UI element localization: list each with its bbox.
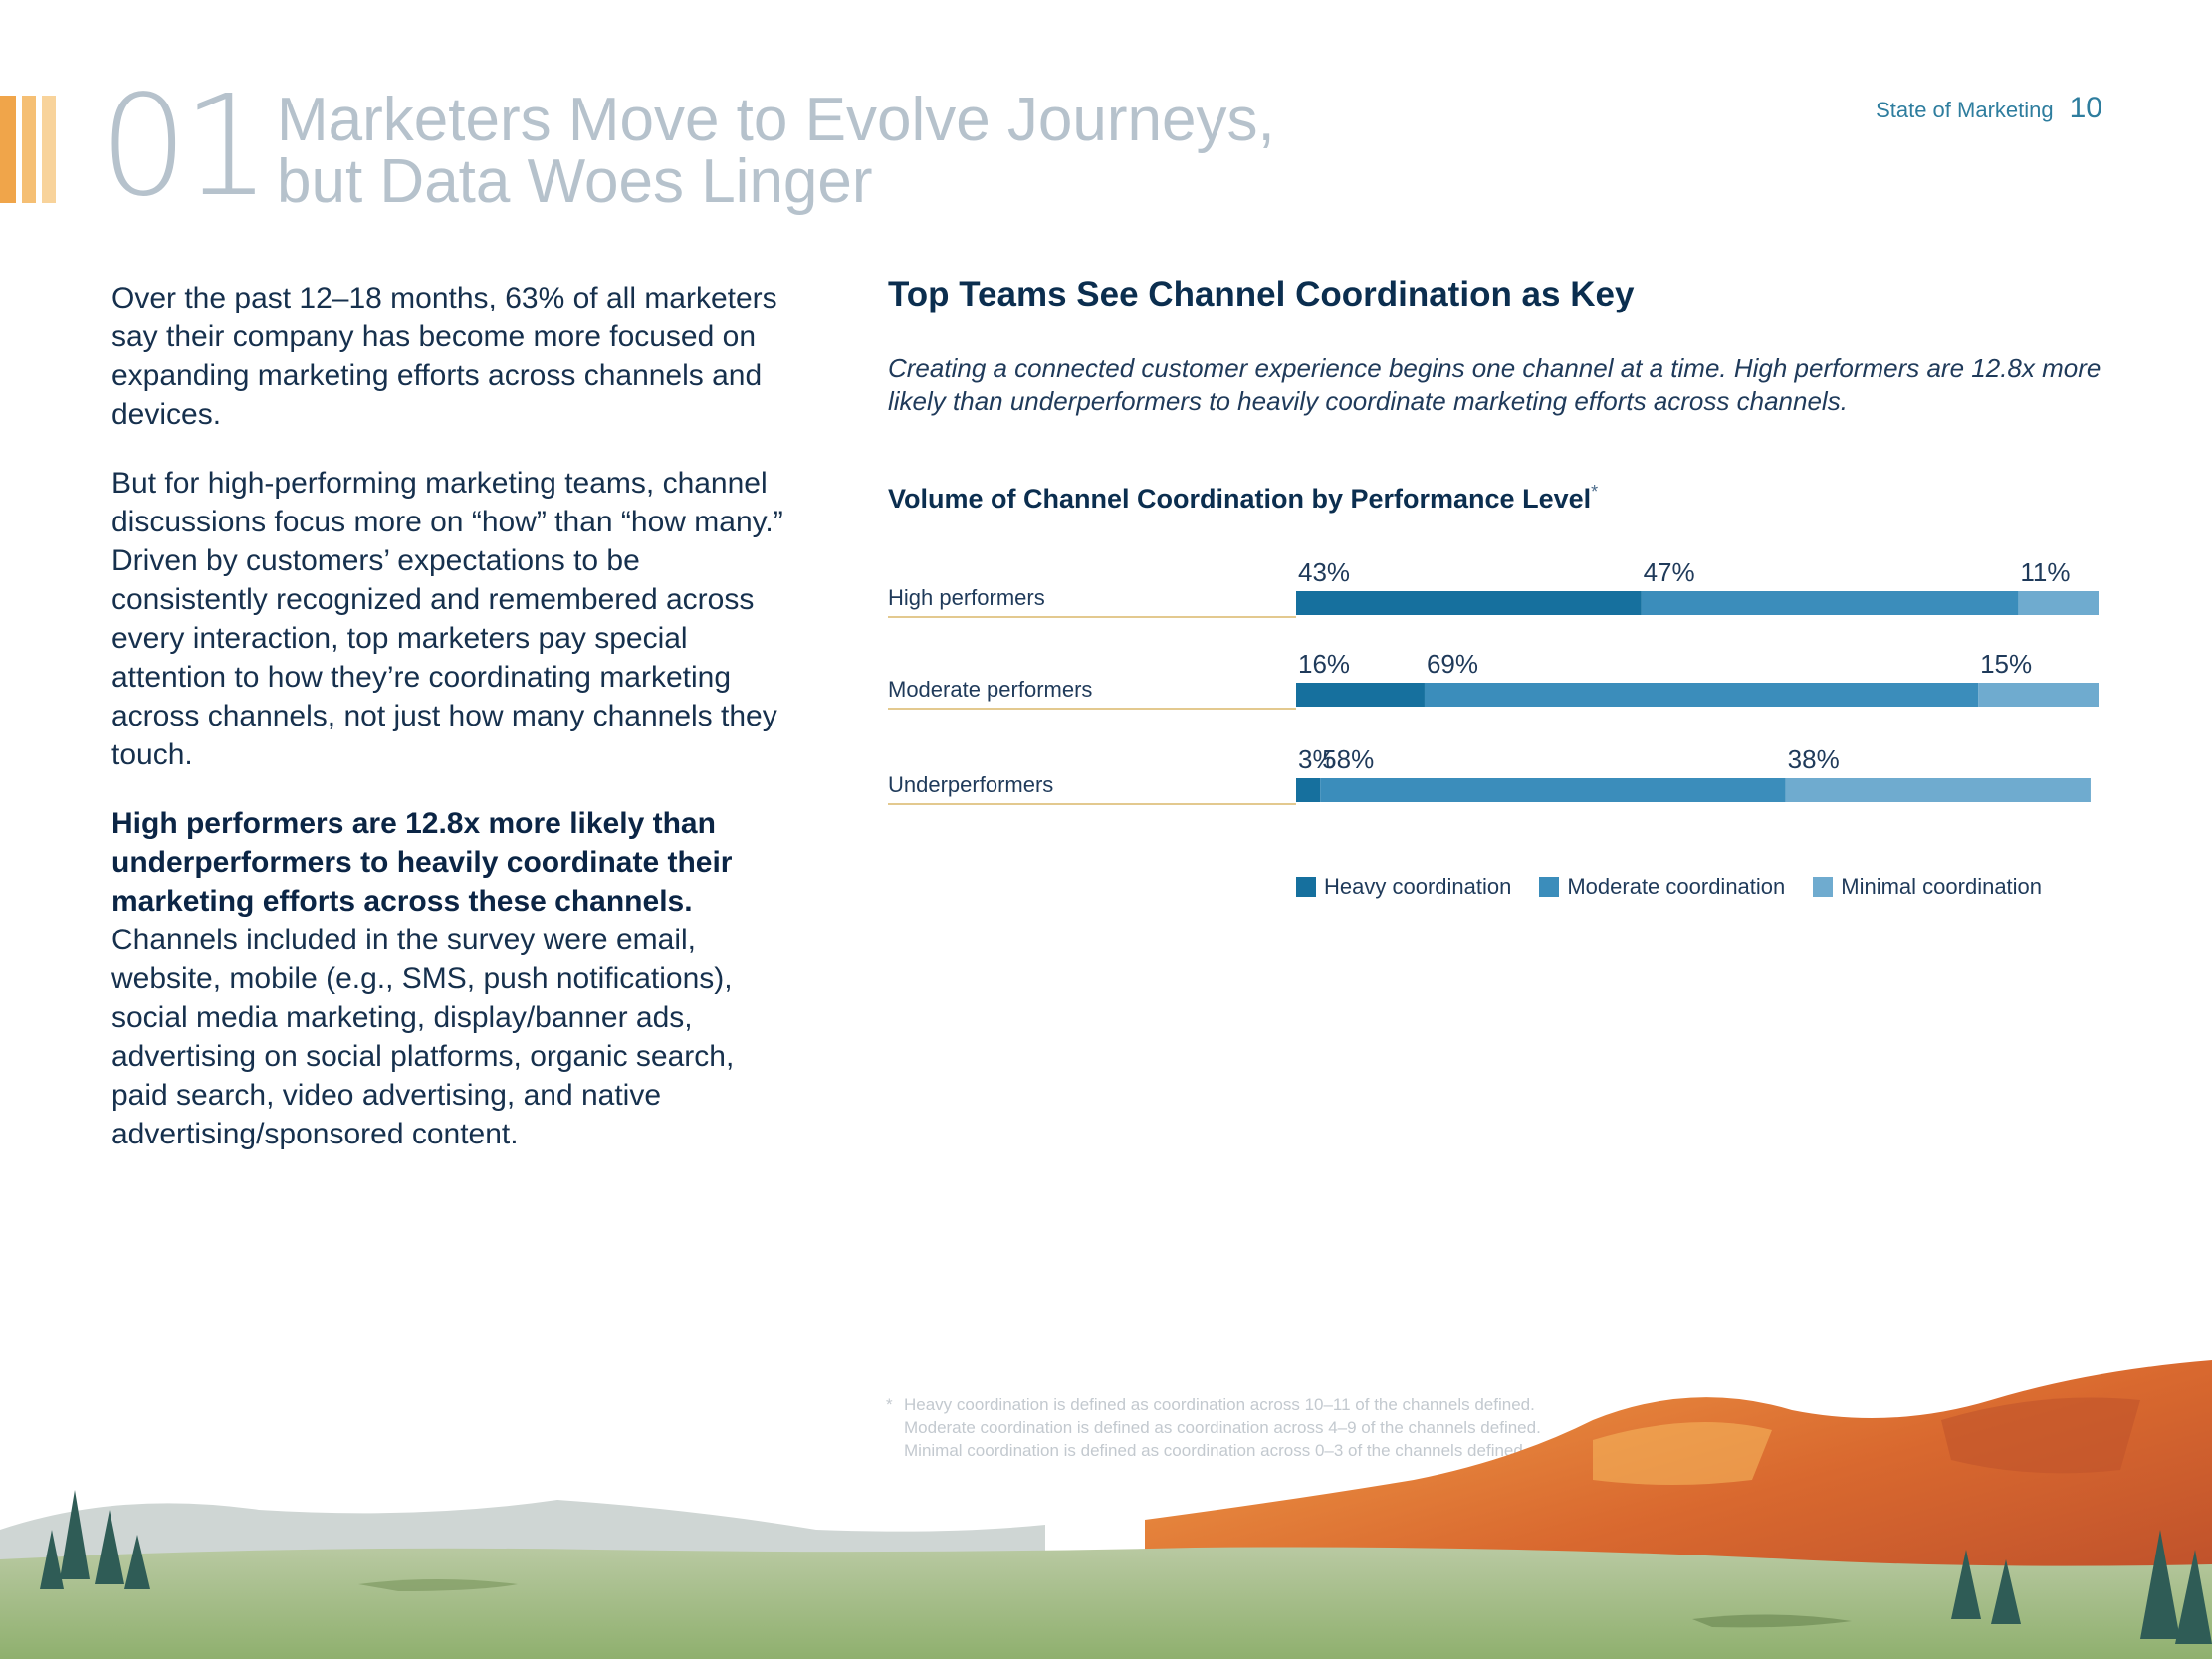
bar-segment xyxy=(1641,591,2019,615)
chart-title-marker: * xyxy=(1591,482,1599,502)
legend-item-moderate: Moderate coordination xyxy=(1539,874,1785,900)
report-name: State of Marketing xyxy=(1876,98,2054,122)
bar-segment xyxy=(2018,591,2099,615)
bar-segment xyxy=(1296,778,1321,802)
section-intro: Creating a connected customer experience… xyxy=(888,353,2101,416)
data-label: 3% xyxy=(1298,744,1336,774)
data-label: 58% xyxy=(1322,744,1374,774)
page-title: Marketers Move to Evolve Journeys, but D… xyxy=(277,90,1275,213)
data-label: 11% xyxy=(2020,557,2070,587)
legend-label: Moderate coordination xyxy=(1567,874,1786,899)
stripe xyxy=(0,96,16,203)
data-label: 16% xyxy=(1298,649,1350,679)
paragraph-2: But for high-performing marketing teams,… xyxy=(111,467,783,771)
category-label: Moderate performers xyxy=(888,677,1092,702)
data-label: 15% xyxy=(1980,649,2032,679)
footnote-line: Heavy coordination is defined as coordin… xyxy=(904,1395,1535,1414)
footnotes: * Heavy coordination is defined as coord… xyxy=(886,1393,1541,1462)
page-number: 10 xyxy=(2069,92,2102,124)
title-line-2: but Data Woes Linger xyxy=(277,147,873,216)
stripe xyxy=(42,96,56,203)
body-text: Over the past 12–18 months, 63% of all m… xyxy=(111,279,788,1153)
stripe xyxy=(22,96,36,203)
footnote-marker: * xyxy=(886,1395,893,1414)
legend-label: Minimal coordination xyxy=(1841,874,2043,899)
chart-title: Volume of Channel Coordination by Perfor… xyxy=(888,482,1598,515)
stacked-bar-chart: High performers 43% 47% 11% Moderate perform… xyxy=(888,557,2099,805)
data-label: 69% xyxy=(1427,649,1478,679)
section-stripes xyxy=(0,96,66,203)
footnote-line: Moderate coordination is defined as coor… xyxy=(904,1418,1541,1437)
legend-label: Heavy coordination xyxy=(1324,874,1512,899)
bar-segment xyxy=(1785,778,2091,802)
running-header: State of Marketing 10 xyxy=(1876,92,2102,125)
legend-swatch xyxy=(1813,877,1834,897)
category-label: High performers xyxy=(888,585,1045,610)
bar-segment xyxy=(1296,591,1642,615)
paragraph-1: Over the past 12–18 months, 63% of all m… xyxy=(111,282,777,431)
legend-item-heavy: Heavy coordination xyxy=(1296,874,1511,900)
footnote-line: Minimal coordination is defined as coord… xyxy=(904,1441,1528,1460)
section-number: 01 xyxy=(100,66,271,228)
category-label: Underperformers xyxy=(888,772,1053,797)
paragraph-3-rest: Channels included in the survey were ema… xyxy=(111,924,735,1150)
paragraph-3-bold: High performers are 12.8x more likely th… xyxy=(111,807,733,918)
section-heading: Top Teams See Channel Coordination as Ke… xyxy=(888,275,1635,313)
title-line-1: Marketers Move to Evolve Journeys, xyxy=(277,86,1275,154)
legend-swatch xyxy=(1539,877,1560,897)
data-label: 43% xyxy=(1298,557,1350,587)
data-label: 38% xyxy=(1788,744,1840,774)
legend-item-minimal: Minimal coordination xyxy=(1813,874,2042,900)
paragraph-3: High performers are 12.8x more likely th… xyxy=(111,804,788,1153)
bar-segment xyxy=(1978,683,2099,707)
bar-segment xyxy=(1320,778,1786,802)
data-label: 47% xyxy=(1644,557,1695,587)
legend-swatch xyxy=(1296,877,1316,897)
bar-segment xyxy=(1424,683,1979,707)
landscape-illustration xyxy=(0,1360,2212,1659)
bar-segment xyxy=(1296,683,1425,707)
chart-legend: Heavy coordination Moderate coordination… xyxy=(1296,874,2042,900)
chart-title-text: Volume of Channel Coordination by Perfor… xyxy=(888,484,1592,514)
